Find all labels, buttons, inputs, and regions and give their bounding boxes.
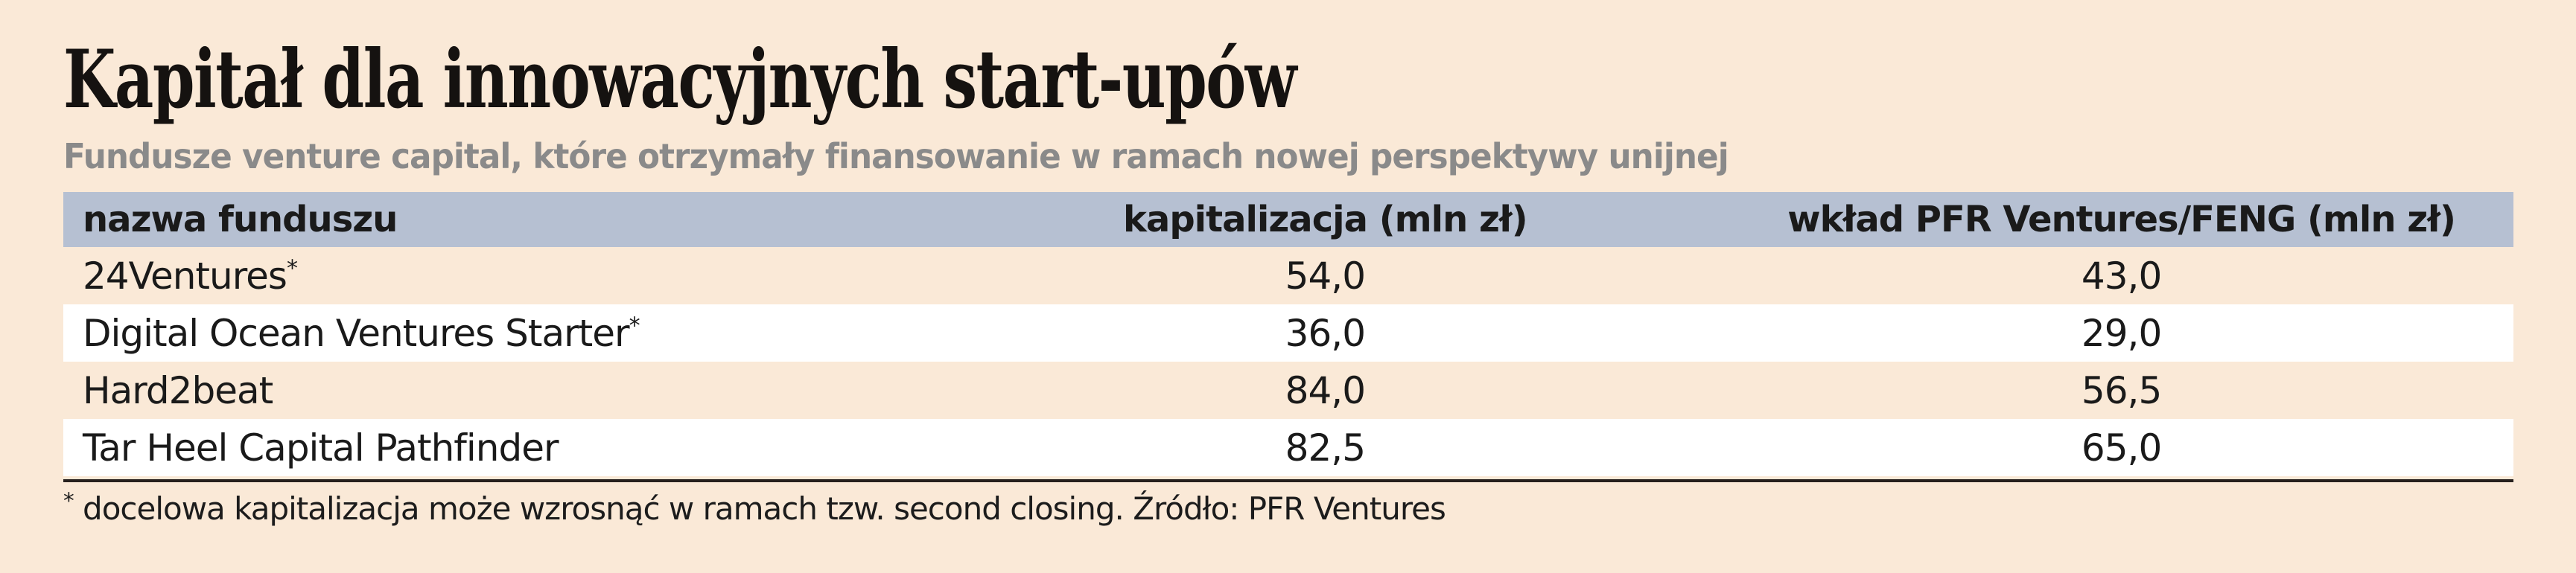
asterisk-marker: * (629, 312, 640, 339)
footnote-asterisk: * (63, 488, 74, 513)
column-header-capitalization: kapitalizacja (mln zł) (920, 192, 1730, 247)
contribution-cell: 43,0 (2081, 254, 2162, 298)
fund-name-cell: Tar Heel Capital Pathfinder (63, 419, 921, 476)
funds-table: nazwa funduszu kapitalizacja (mln zł) wk… (63, 192, 2513, 476)
fund-name: Tar Heel Capital Pathfinder (83, 426, 559, 470)
table-row: Tar Heel Capital Pathfinder 82,5 65,0 (63, 419, 2513, 476)
table-header-row: nazwa funduszu kapitalizacja (mln zł) wk… (63, 192, 2513, 247)
column-header-pfr-contribution: wkład PFR Ventures/FENG (mln zł) (1729, 192, 2513, 247)
column-header-fund-name: nazwa funduszu (63, 192, 921, 247)
fund-name: Digital Ocean Ventures Starter (83, 311, 630, 355)
capitalization-cell: 84,0 (1285, 368, 1366, 412)
table-row: Hard2beat 84,0 56,5 (63, 362, 2513, 419)
fund-name-cell: 24Ventures* (63, 247, 921, 304)
infographic: Kapitał dla innowacyjnych start-upów Fun… (63, 39, 2513, 527)
table-row: 24Ventures* 54,0 43,0 (63, 247, 2513, 304)
contribution-cell: 65,0 (2081, 426, 2162, 470)
page-title: Kapitał dla innowacyjnych start-upów (63, 39, 2513, 121)
fund-name: 24Ventures (83, 254, 287, 298)
capitalization-cell: 82,5 (1285, 426, 1366, 470)
page-subtitle: Fundusze venture capital, które otrzymał… (63, 137, 2513, 176)
contribution-cell: 56,5 (2081, 368, 2162, 412)
table-row: Digital Ocean Ventures Starter* 36,0 29,… (63, 304, 2513, 362)
footnote: * docelowa kapitalizacja może wzrosnąć w… (63, 488, 2513, 527)
table-bottom-rule (63, 479, 2513, 482)
capitalization-cell: 36,0 (1285, 311, 1366, 355)
fund-name: Hard2beat (83, 368, 273, 412)
page-subtitle-text: Fundusze venture capital, które otrzymał… (63, 136, 1729, 176)
footnote-text: docelowa kapitalizacja może wzrosnąć w r… (73, 490, 1446, 527)
contribution-cell: 29,0 (2081, 311, 2162, 355)
capitalization-cell: 54,0 (1285, 254, 1366, 298)
page-title-text: Kapitał dla innowacyjnych start-upów (63, 33, 1297, 127)
fund-name-cell: Hard2beat (63, 362, 921, 419)
asterisk-marker: * (286, 255, 298, 281)
fund-name-cell: Digital Ocean Ventures Starter* (63, 304, 921, 362)
